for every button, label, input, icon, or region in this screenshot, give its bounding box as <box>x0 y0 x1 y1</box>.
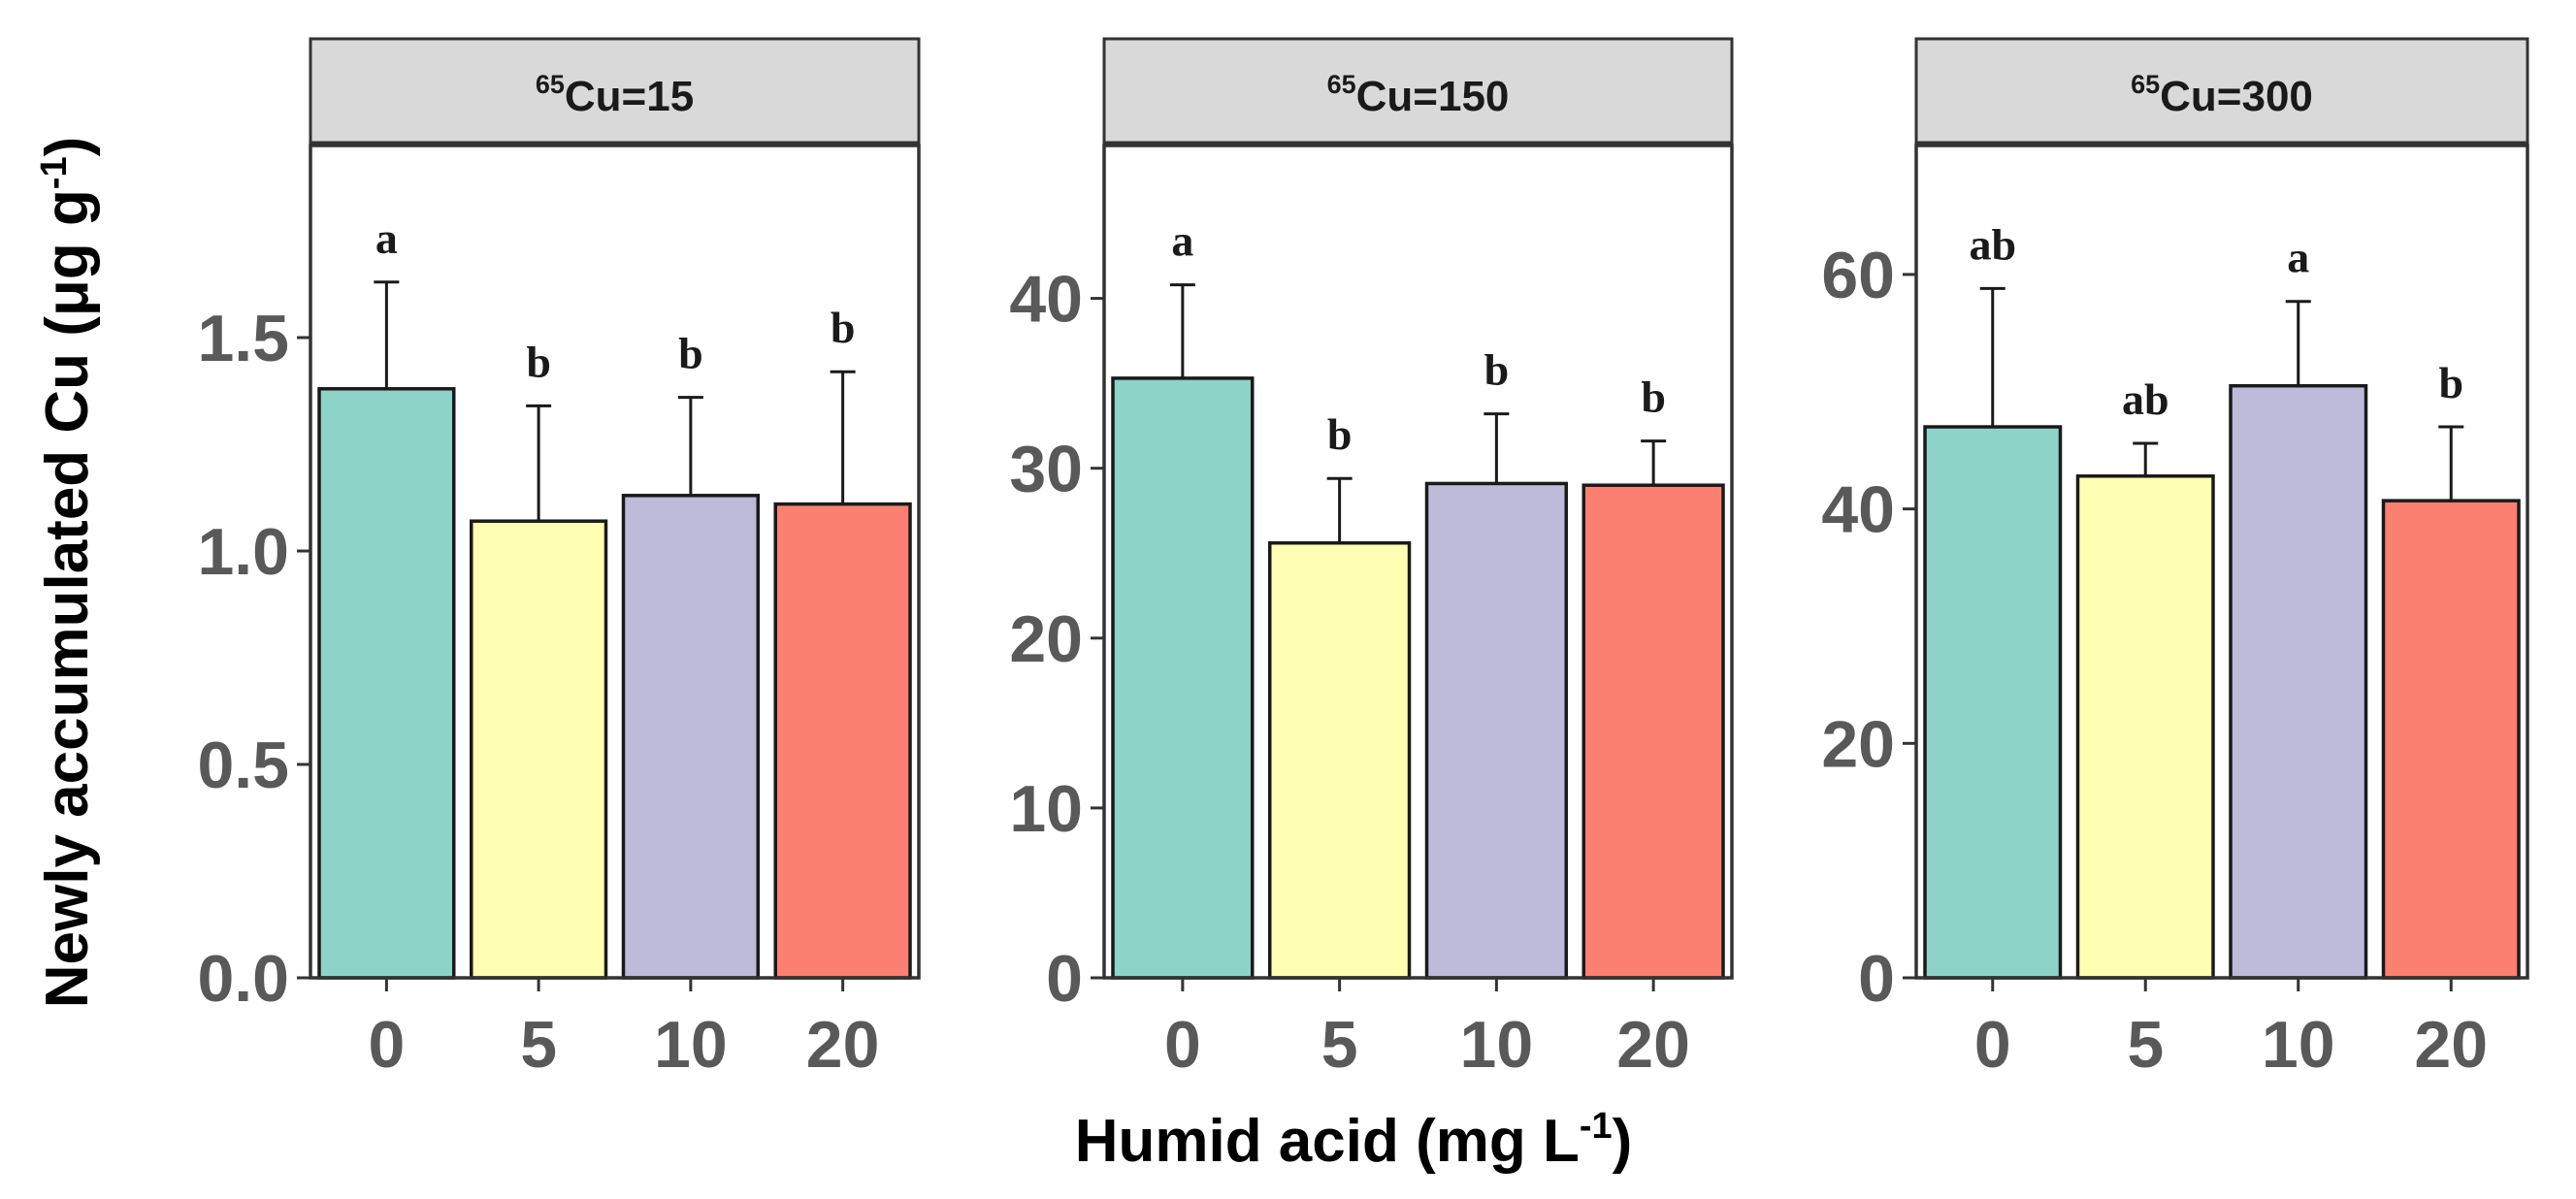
y-tick-label: 20 <box>1821 707 1895 781</box>
x-tick-label: 5 <box>520 1008 557 1082</box>
significance-letter: b <box>1484 345 1510 395</box>
x-axis-title-sup: -1 <box>1580 1106 1613 1147</box>
significance-letter: b <box>1641 373 1666 422</box>
x-tick-label: 0 <box>1164 1008 1201 1082</box>
significance-letter: b <box>2438 358 2463 407</box>
panel-strip-label-text: Cu=300 <box>2160 73 2313 120</box>
panel-border <box>309 144 921 980</box>
x-tick-label: 5 <box>2127 1008 2164 1082</box>
significance-letter: b <box>526 337 551 386</box>
panels-layer: 65Cu=150.00.51.01.5a0b5b10b2065Cu=150010… <box>197 37 2529 1082</box>
y-axis-title-main: Newly accumulated Cu (μg g <box>34 189 101 1008</box>
panel-strip-label-text: Cu=150 <box>1356 73 1510 120</box>
y-tick-label: 10 <box>1009 772 1083 846</box>
y-tick-label: 0 <box>1858 942 1895 1016</box>
bar-5 <box>470 519 608 980</box>
significance-letter: a <box>2287 233 2309 282</box>
panel-3: 65Cu=300 0 20 40 60 ab 0 ab 5 a 10 b 20 <box>1821 37 2529 1082</box>
panel-border <box>1914 144 2529 980</box>
bar-10 <box>1424 481 1568 980</box>
x-tick-label: 0 <box>1974 1008 2011 1082</box>
x-tick-label: 10 <box>654 1008 728 1082</box>
bar-10 <box>621 494 760 980</box>
panel-strip-label: 65Cu=15 <box>536 70 694 120</box>
x-tick-label: 10 <box>2262 1008 2335 1082</box>
y-tick-label: 0.0 <box>197 942 289 1016</box>
bar-5 <box>2075 474 2215 980</box>
panel-strip-label: 65Cu=150 <box>1327 70 1510 120</box>
y-tick-label: 40 <box>1009 263 1083 337</box>
x-tick-label: 20 <box>1616 1008 1690 1082</box>
y-tick-label: 20 <box>1009 602 1083 676</box>
x-tick-label: 0 <box>368 1008 405 1082</box>
panel-strip-label-sup: 65 <box>1327 70 1356 99</box>
y-axis-title: Newly accumulated Cu (μg g-1) <box>34 137 101 1009</box>
bar-0 <box>1111 376 1255 980</box>
x-axis-title-main: Humid acid (mg L <box>1075 1108 1580 1175</box>
bar-20 <box>1581 483 1725 980</box>
significance-letter: b <box>1327 409 1353 459</box>
y-axis-title-close: ) <box>34 137 101 157</box>
significance-letter: b <box>831 303 856 352</box>
y-tick-label: 30 <box>1009 433 1083 506</box>
significance-letter: b <box>678 329 703 378</box>
significance-letter: a <box>1171 216 1193 266</box>
panel-2: 65Cu=150 0 10 20 30 40 a 0 b 5 b 10 b 20 <box>1009 37 1734 1082</box>
y-axis-title-sup: -1 <box>34 156 75 189</box>
panel-strip-label-sup: 65 <box>2131 70 2160 99</box>
x-axis-title-close: ) <box>1613 1108 1633 1175</box>
bar-0 <box>317 387 456 980</box>
bar-10 <box>2229 383 2368 980</box>
panel-strip <box>309 37 921 145</box>
bar-0 <box>1923 425 2063 980</box>
significance-letter: a <box>375 213 398 263</box>
y-tick-label: 60 <box>1821 239 1895 312</box>
x-tick-label: 20 <box>806 1008 880 1082</box>
bar-20 <box>773 502 912 980</box>
panel-strip-label-sup: 65 <box>536 70 565 99</box>
y-tick-label: 0 <box>1046 942 1083 1016</box>
y-tick-label: 1.5 <box>197 302 289 375</box>
x-tick-label: 10 <box>1460 1008 1534 1082</box>
panel-1: 65Cu=15 0.0 0.5 1.0 1.5 a 0 b 5 b 10 b 20 <box>197 37 921 1082</box>
significance-letter: ab <box>2122 374 2169 424</box>
y-tick-label: 40 <box>1821 473 1895 547</box>
bar-20 <box>2381 499 2521 980</box>
x-tick-label: 20 <box>2414 1008 2488 1082</box>
y-tick-label: 0.5 <box>197 729 289 802</box>
panel-strip-label-text: Cu=15 <box>565 73 694 120</box>
panel-strip-label: 65Cu=300 <box>2131 70 2313 120</box>
x-tick-label: 5 <box>1321 1008 1358 1082</box>
panel-strip <box>1914 37 2529 145</box>
significance-letter: ab <box>1969 219 2016 269</box>
bar-5 <box>1268 540 1412 980</box>
x-axis-title: Humid acid (mg L-1) <box>1075 1106 1633 1175</box>
panel-strip <box>1102 37 1734 145</box>
panel-border <box>1102 144 1734 980</box>
y-tick-label: 1.0 <box>197 515 289 589</box>
